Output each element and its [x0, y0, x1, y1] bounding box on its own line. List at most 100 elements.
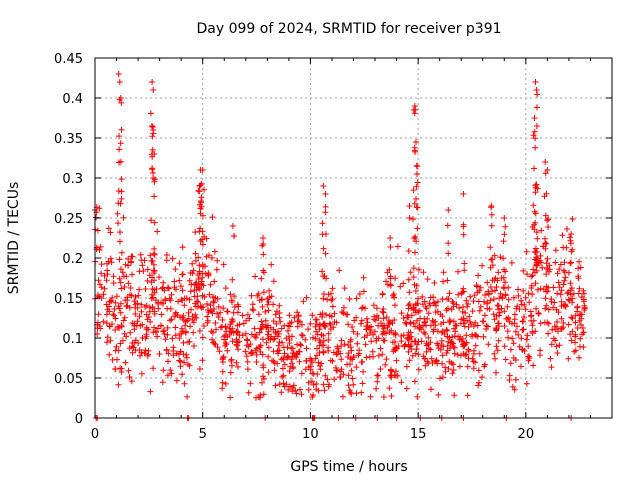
data-point [410, 265, 417, 272]
data-point [138, 308, 145, 315]
data-point [320, 348, 327, 355]
data-point [98, 284, 105, 291]
data-point [207, 307, 214, 314]
data-point [528, 273, 535, 280]
data-point [211, 299, 217, 306]
data-point [148, 123, 155, 129]
data-point [101, 285, 108, 292]
data-point [180, 351, 187, 358]
data-point [512, 357, 519, 363]
data-point [373, 305, 380, 312]
data-point [526, 353, 533, 360]
data-point [312, 316, 319, 323]
data-point [425, 360, 432, 367]
data-point [458, 338, 465, 345]
data-point [122, 359, 129, 366]
data-point [199, 357, 206, 364]
data-point [555, 279, 562, 286]
data-point [163, 346, 170, 353]
data-point [491, 252, 498, 259]
data-point [354, 340, 361, 347]
data-point [94, 227, 101, 234]
data-point [117, 238, 123, 245]
data-point [329, 285, 336, 292]
data-point [310, 334, 316, 341]
data-point [525, 357, 532, 364]
data-point [412, 233, 419, 240]
data-point [324, 376, 331, 383]
data-point [558, 325, 565, 332]
data-point [253, 345, 260, 352]
data-point [494, 347, 501, 354]
data-point [107, 337, 114, 344]
data-point [228, 358, 235, 364]
data-point [558, 315, 565, 322]
data-point [505, 296, 512, 303]
data-point [186, 277, 193, 284]
data-point [117, 140, 124, 147]
data-point [363, 354, 370, 361]
data-point [142, 286, 149, 292]
data-point [117, 365, 124, 372]
data-point [380, 315, 387, 322]
data-point [208, 328, 215, 335]
data-point [532, 144, 539, 151]
data-point [545, 306, 552, 313]
data-point [207, 302, 214, 309]
data-point [247, 380, 254, 387]
data-point [147, 252, 154, 259]
data-point [450, 325, 457, 332]
data-point [119, 337, 126, 344]
data-point [578, 321, 584, 328]
data-point [265, 344, 272, 351]
y-tick-label: 0.15 [54, 292, 83, 307]
data-point [334, 343, 341, 350]
data-point [313, 352, 320, 359]
data-point [135, 340, 142, 346]
data-point [571, 348, 578, 355]
data-point [247, 341, 254, 348]
data-point [553, 343, 560, 350]
data-point [329, 303, 336, 310]
data-point [459, 289, 466, 296]
data-point [179, 287, 186, 294]
data-point [300, 298, 307, 305]
data-point [240, 320, 247, 327]
data-point [470, 323, 477, 330]
data-point [532, 280, 539, 287]
data-point [280, 355, 287, 362]
y-tick-label: 0 [75, 412, 83, 427]
data-point [113, 343, 120, 350]
data-point [108, 259, 115, 266]
data-point [530, 132, 537, 139]
data-point [427, 339, 434, 346]
data-point [196, 188, 203, 195]
data-point [303, 357, 310, 364]
data-point [244, 366, 251, 373]
data-point [260, 241, 267, 247]
data-point [568, 314, 575, 321]
data-point [501, 215, 508, 221]
data-point [561, 277, 568, 284]
data-point [305, 326, 311, 333]
data-point [262, 317, 269, 324]
data-point [155, 325, 161, 332]
data-point [524, 271, 531, 278]
data-point [374, 378, 381, 385]
data-point [398, 338, 405, 345]
data-point [172, 332, 179, 339]
data-point [114, 210, 121, 217]
data-point [423, 322, 429, 329]
data-point [327, 326, 334, 332]
data-point [260, 364, 267, 371]
data-point [544, 266, 551, 273]
data-point [165, 350, 172, 357]
data-point [576, 354, 582, 361]
data-point [192, 257, 199, 264]
data-point [445, 305, 451, 312]
data-point [370, 302, 377, 309]
data-point [179, 271, 186, 278]
data-point [557, 291, 564, 298]
data-point [540, 243, 547, 250]
data-point [137, 352, 143, 359]
